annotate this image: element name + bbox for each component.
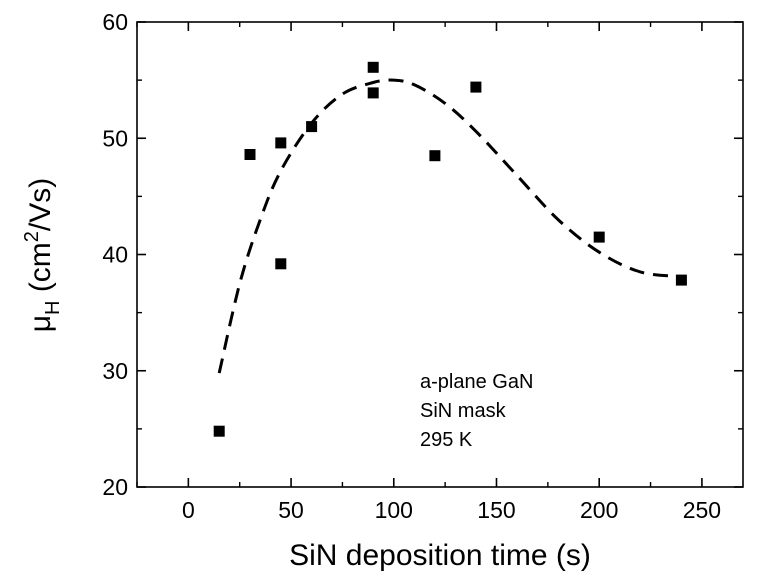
- x-axis-title: SiN deposition time (s): [289, 539, 591, 572]
- data-point: [213, 425, 225, 437]
- data-point: [675, 274, 687, 286]
- data-point: [244, 149, 256, 160]
- y-tick-label: 50: [102, 125, 128, 151]
- annotation-box: a-plane GaN SiN mask 295 K: [420, 371, 533, 451]
- data-point: [306, 121, 318, 133]
- x-tick-label: 150: [477, 497, 515, 523]
- data-point: [275, 137, 287, 149]
- y-axis-symbol: μ: [24, 315, 57, 332]
- data-point: [470, 81, 482, 93]
- annotation-line-2: SiN mask: [420, 400, 507, 422]
- y-axis-unit-suffix: /Vs): [24, 178, 57, 231]
- annotation-line-1: a-plane GaN: [420, 371, 533, 393]
- y-axis-superscript: 2: [21, 231, 43, 242]
- data-point: [275, 258, 287, 270]
- data-points: [213, 61, 687, 437]
- y-axis-ticks: 20 30 40 50 60: [102, 9, 743, 500]
- x-tick-label: 50: [278, 497, 304, 523]
- y-axis-subscript: H: [42, 301, 64, 315]
- y-tick-label: 20: [102, 474, 128, 500]
- y-axis-title: μH (cm2/Vs): [21, 178, 64, 333]
- x-axis-ticks: 0 50 100 150 200 250: [136, 22, 721, 523]
- data-point: [367, 61, 379, 73]
- y-tick-label: 60: [102, 9, 128, 35]
- annotation-line-3: 295 K: [420, 429, 473, 451]
- x-tick-label: 250: [683, 497, 721, 523]
- fit-curve: [217, 78, 682, 374]
- y-tick-label: 40: [102, 242, 128, 268]
- data-point: [429, 150, 441, 162]
- x-tick-label: 200: [580, 497, 618, 523]
- data-point: [593, 231, 605, 243]
- data-point: [367, 87, 379, 99]
- x-tick-label: 100: [375, 497, 413, 523]
- x-tick-label: 0: [182, 497, 195, 523]
- y-tick-label: 30: [102, 358, 128, 384]
- y-axis-unit-prefix: (cm: [24, 242, 57, 300]
